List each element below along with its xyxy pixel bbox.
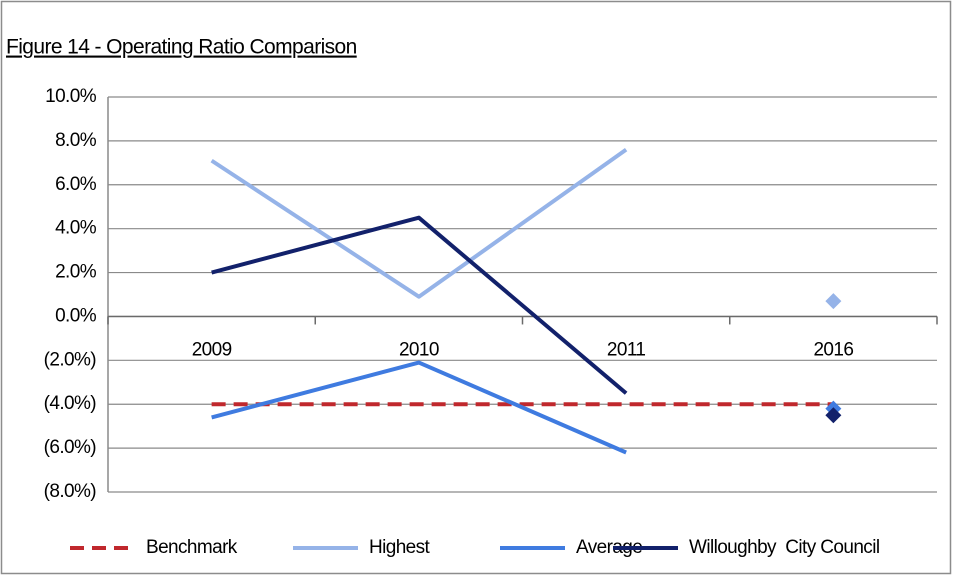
x-tick-label: 2016 bbox=[813, 339, 853, 360]
x-tick-label: 2009 bbox=[192, 339, 232, 360]
series-line bbox=[210, 148, 628, 299]
chart-title: Figure 14 - Operating Ratio Comparison bbox=[6, 36, 357, 59]
series-marker bbox=[825, 407, 842, 424]
x-tick-label: 2011 bbox=[607, 339, 645, 360]
y-tick-label: 6.0% bbox=[55, 174, 97, 195]
legend-label: Average bbox=[576, 537, 642, 558]
legend-label: Willoughby City Council bbox=[689, 537, 879, 558]
y-tick-label: 0.0% bbox=[55, 305, 97, 326]
legend-label: Benchmark bbox=[146, 537, 238, 558]
legend-label: Highest bbox=[369, 537, 431, 558]
y-tick-label: (4.0%) bbox=[44, 393, 97, 414]
y-tick-label: 10.0% bbox=[45, 86, 97, 107]
y-tick-label: (2.0%) bbox=[44, 349, 97, 370]
series-marker bbox=[825, 293, 842, 310]
y-tick-label: (6.0%) bbox=[44, 437, 97, 458]
y-tick-label: 2.0% bbox=[55, 262, 97, 283]
y-tick-label: (8.0%) bbox=[44, 481, 97, 502]
series-line bbox=[211, 215, 628, 395]
series-line bbox=[211, 360, 627, 455]
y-tick-label: 4.0% bbox=[55, 218, 97, 239]
x-tick-label: 2010 bbox=[399, 339, 439, 360]
y-tick-label: 8.0% bbox=[55, 130, 97, 151]
